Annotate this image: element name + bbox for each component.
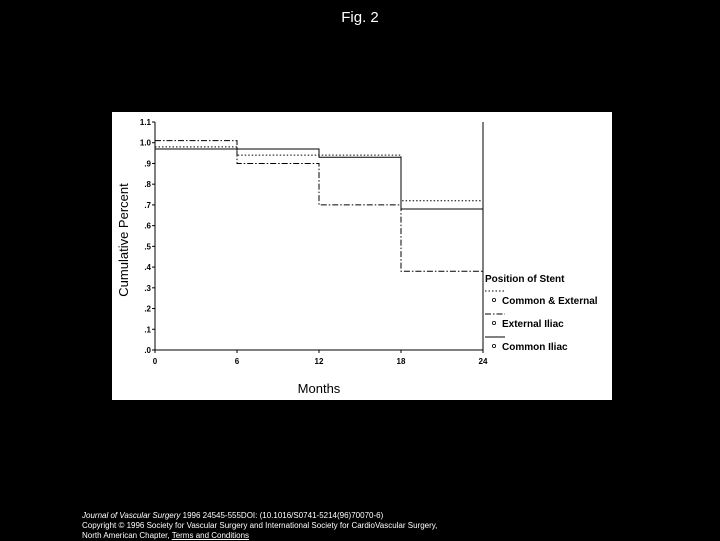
citation-line-1: Journal of Vascular Surgery 1996 24545-5… — [82, 511, 702, 521]
y-tick-label: .6 — [144, 222, 151, 231]
survival-step-chart: .0 .1 .2 .3 .4 .5 .6 .7 .8 .9 1.0 1.1 0 6 12 18 24 Months… — [116, 118, 598, 396]
y-tick-label: .5 — [144, 242, 151, 251]
legend-marker-icon — [491, 320, 496, 325]
y-tick-label: .7 — [144, 201, 151, 210]
y-axis-label: Cumulative Percent — [116, 183, 131, 297]
x-tick-label: 6 — [235, 357, 240, 366]
legend-marker-icon — [491, 297, 496, 302]
copyright-line: Copyright © 1996 Society for Vascular Su… — [82, 521, 438, 530]
y-tick-label: .8 — [144, 180, 151, 189]
figure-title: Fig. 2 — [341, 9, 379, 26]
y-tick-label: .3 — [144, 284, 151, 293]
legend-label-1: Common & External — [502, 296, 598, 307]
chapter-text: North American Chapter — [82, 531, 168, 540]
y-tick-label: .4 — [144, 263, 151, 272]
y-tick-label: .1 — [144, 325, 151, 334]
y-tick-label: .9 — [144, 159, 151, 168]
series-line-3 — [155, 148, 483, 210]
y-tick-label: 1.0 — [140, 139, 152, 148]
y-tick-label: .0 — [144, 346, 151, 355]
series-line-2 — [155, 140, 483, 272]
x-tick-label: 18 — [397, 357, 406, 366]
x-tick-label: 0 — [153, 357, 158, 366]
chapter-separator: , — [167, 531, 172, 540]
y-tick-label: 1.1 — [140, 118, 152, 127]
x-tick-label: 12 — [315, 357, 324, 366]
legend-title: Position of Stent — [485, 274, 565, 285]
x-axis-label: Months — [298, 381, 341, 396]
legend-marker-icon — [491, 343, 496, 348]
terms-and-conditions-link[interactable]: Terms and Conditions — [171, 531, 250, 540]
y-tick-label: .2 — [144, 305, 151, 314]
citation-line-3: North American Chapter, Terms and Condit… — [82, 531, 702, 541]
journal-name: Journal of Vascular Surgery — [82, 511, 181, 520]
citation-details: 1996 24545-555DOI: (10.1016/S0741-5214(9… — [180, 511, 384, 520]
legend-label-3: Common Iliac — [502, 342, 568, 353]
chart-figure: .0 .1 .2 .3 .4 .5 .6 .7 .8 .9 1.0 1.1 0 6 12 18 24 Months… — [112, 112, 612, 400]
x-tick-label: 24 — [479, 357, 488, 366]
citation-block: Journal of Vascular Surgery 1996 24545-5… — [82, 511, 702, 541]
legend-label-2: External Iliac — [502, 319, 564, 330]
